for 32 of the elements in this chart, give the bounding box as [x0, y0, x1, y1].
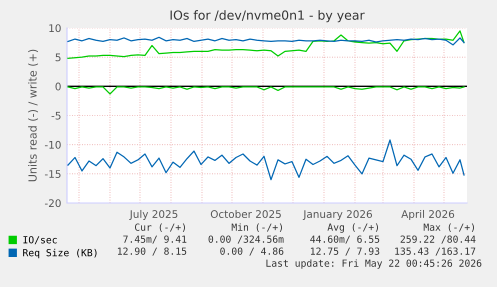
- x-tick-label: October 2025: [210, 210, 281, 218]
- y-tick-label: -20: [44, 199, 61, 208]
- chart-title: IOs for /dev/nvme0n1 - by year: [170, 10, 365, 22]
- y-tick-label: 5: [56, 54, 61, 62]
- line-series: [67, 30, 465, 59]
- text: 12.75 / 7.93: [310, 247, 380, 256]
- x-tick-label: April 2026: [401, 210, 454, 220]
- text: 12.90 / 8.15: [118, 247, 186, 256]
- x-tick-label: January 2026: [302, 210, 372, 220]
- legend-label: Req Size (KB): [23, 248, 97, 258]
- line-series: [67, 139, 465, 180]
- text: 135.43 /163.17: [395, 247, 476, 256]
- text: 7.45m/ 9.41: [123, 235, 186, 244]
- y-tick-label: 0: [56, 82, 61, 90]
- legend-label: IO/sec: [23, 236, 57, 244]
- y-tick-label: -5: [52, 112, 61, 120]
- x-tick-label: July 2025: [129, 210, 178, 220]
- line-series: [67, 36, 465, 46]
- text: 44.60m/ 6.55: [310, 235, 380, 244]
- text: 259.22 /80.44: [400, 235, 476, 244]
- line-series: [67, 86, 465, 95]
- y-tick-label: 10: [49, 24, 61, 32]
- text: Max (-/+): [424, 223, 474, 232]
- y-tick-label: -10: [44, 140, 61, 149]
- text: 0.00 / 4.86: [220, 247, 284, 256]
- text: Last update: Fri May 22 00:45:26 2026: [266, 259, 482, 269]
- text: Cur (-/+): [134, 223, 185, 232]
- text: 0.00 /324.56m: [208, 235, 284, 244]
- y-tick-label: -15: [44, 170, 61, 178]
- text: Min (-/+): [232, 223, 282, 232]
- y-axis-title: Units read (-) / write (+): [28, 50, 38, 182]
- text: Avg (-/+): [328, 223, 378, 233]
